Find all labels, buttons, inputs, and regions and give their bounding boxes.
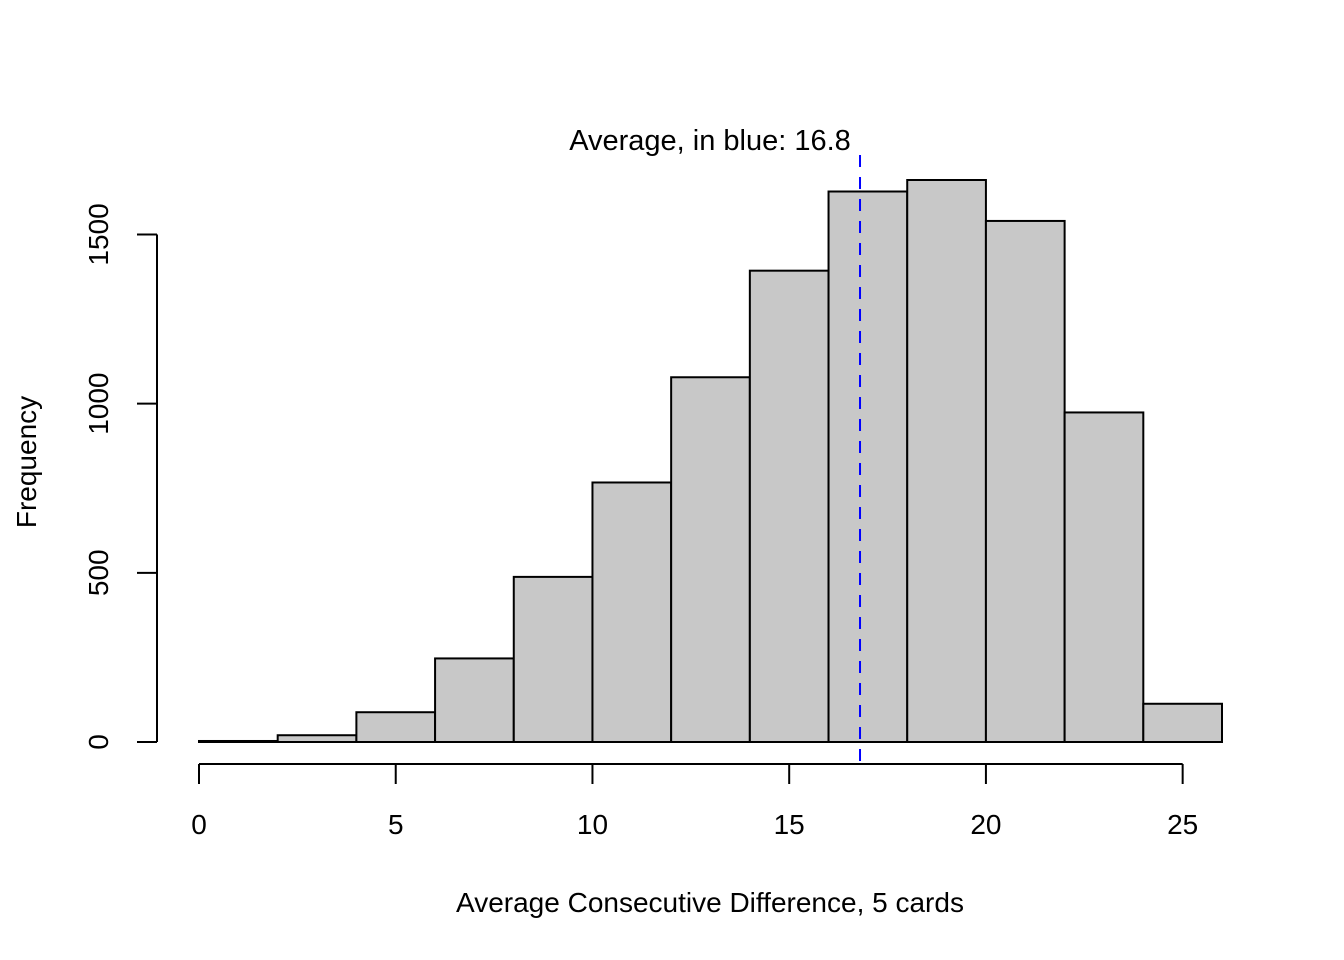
histogram-bar bbox=[906, 179, 987, 743]
y-tick-label: 1000 bbox=[83, 373, 114, 435]
y-tick-label: 0 bbox=[83, 734, 114, 750]
histogram-bar bbox=[984, 219, 1066, 744]
mean-annotation: Average, in blue: 16.8 bbox=[569, 125, 851, 157]
x-tick-label: 5 bbox=[388, 809, 404, 840]
x-tick-label: 20 bbox=[970, 809, 1001, 840]
histogram-bar bbox=[276, 734, 358, 743]
x-tick-label: 15 bbox=[774, 809, 805, 840]
x-tick-label: 0 bbox=[191, 809, 207, 840]
histogram-bar bbox=[827, 190, 909, 743]
histogram-bar bbox=[1142, 702, 1224, 744]
x-tick-label: 25 bbox=[1167, 809, 1198, 840]
x-axis: 0 5 10 15 20 25 bbox=[191, 763, 1198, 840]
histogram-bar bbox=[434, 657, 515, 743]
mean-marker: Average, in blue: 16.8 bbox=[569, 125, 862, 764]
y-tick-label: 500 bbox=[83, 549, 114, 596]
histogram-bar bbox=[198, 739, 279, 743]
histogram-bar bbox=[512, 575, 594, 743]
x-axis-title: Average Consecutive Difference, 5 cards bbox=[456, 887, 964, 918]
y-axis-title: Frequency bbox=[11, 396, 42, 528]
histogram-bar bbox=[355, 711, 437, 743]
x-tick-label: 10 bbox=[577, 809, 608, 840]
histogram-bar bbox=[670, 376, 751, 743]
y-tick-label: 1500 bbox=[83, 203, 114, 265]
y-axis: 0 500 1000 1500 bbox=[83, 203, 158, 750]
histogram-bars bbox=[198, 179, 1224, 744]
histogram-bar bbox=[1063, 411, 1145, 743]
histogram-bar bbox=[591, 481, 673, 743]
histogram-bar bbox=[748, 269, 830, 743]
